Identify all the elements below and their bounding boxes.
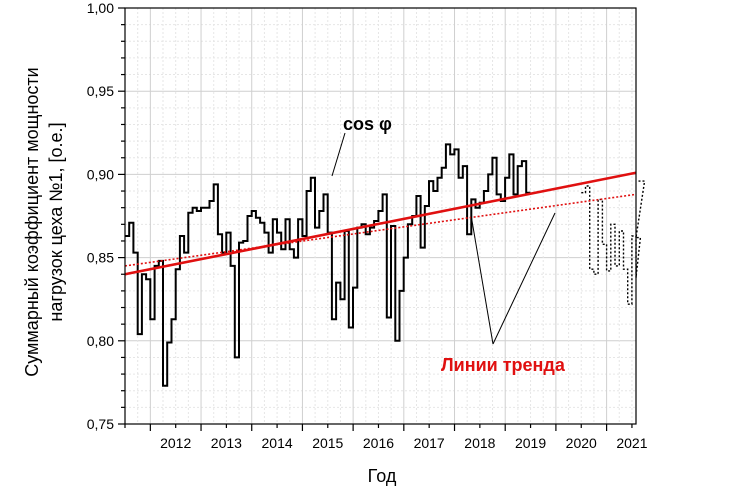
trend-line-solid: [124, 171, 637, 276]
trend-leader-1: [470, 214, 494, 345]
trend-line-dotted: [124, 193, 637, 267]
y-tick-label: 0,85: [87, 250, 114, 266]
y-tick-label: 0,75: [87, 416, 114, 432]
y-tick-label: 0,95: [87, 83, 114, 99]
x-tick-label: 2018: [464, 435, 495, 451]
y-axis-title-line1: Суммарный коэффициент мощности: [22, 67, 42, 376]
y-tick-label: 0,80: [87, 333, 114, 349]
trend-leader-2: [492, 212, 556, 345]
y-tick-labels: 0,75 0,80 0,85 0,90 0,95 1,00: [87, 0, 114, 432]
x-tick-label: 2021: [616, 435, 647, 451]
x-tick-label: 2017: [414, 435, 445, 451]
cos-phi-label: cos φ: [343, 114, 392, 134]
x-tick-label: 2019: [515, 435, 546, 451]
forecast-line: [581, 180, 646, 305]
trend-label: Линии тренда: [441, 355, 566, 375]
cos-label-leader: [331, 132, 346, 177]
x-tick-label: 2012: [160, 435, 191, 451]
plot-frame: [124, 7, 637, 425]
x-tick-labels: 2012 2013 2014 2015 2016 2017 2018 2019 2020 2021: [160, 435, 648, 451]
y-axis-title-line2: нагрузок цеха №1, [о.е.]: [46, 122, 66, 321]
x-axis-title: Год: [368, 466, 397, 486]
ticks: [118, 7, 633, 431]
x-tick-label: 2013: [211, 435, 242, 451]
x-tick-label: 2016: [363, 435, 394, 451]
x-tick-label: 2014: [262, 435, 293, 451]
x-tick-label: 2015: [312, 435, 343, 451]
measured-line: [125, 143, 531, 387]
y-tick-label: 1,00: [87, 0, 114, 16]
series-group: [124, 143, 646, 387]
y-tick-label: 0,90: [87, 166, 114, 182]
axes: [124, 7, 637, 425]
x-tick-label: 2020: [566, 435, 597, 451]
grid: [125, 8, 636, 424]
